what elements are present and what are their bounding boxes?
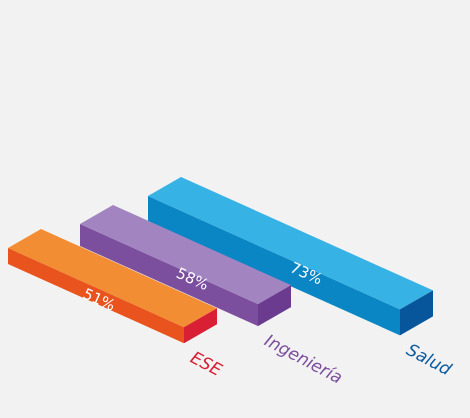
bar-side-salud [400,290,433,336]
bar-side-ese [184,308,217,344]
bar-top-ese [8,229,217,328]
bar-front-ese [8,248,184,344]
bar-top-ingenieria [80,205,291,305]
bar-front-salud [148,196,400,336]
bar-front-ingenieria [80,224,258,327]
bar-top-salud [148,177,433,310]
bar-side-ingenieria [258,285,291,327]
